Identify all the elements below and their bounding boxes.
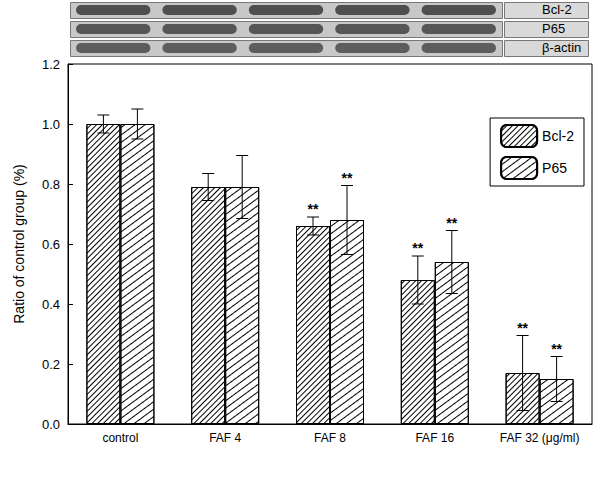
svg-text:1.0: 1.0 (42, 117, 60, 132)
svg-text:FAF 16: FAF 16 (415, 431, 454, 445)
svg-text:**: ** (412, 240, 423, 256)
svg-text:Bcl-2: Bcl-2 (542, 2, 572, 17)
svg-text:0.4: 0.4 (42, 297, 60, 312)
svg-text:**: ** (446, 215, 457, 231)
svg-text:**: ** (308, 201, 319, 217)
svg-text:0.6: 0.6 (42, 237, 60, 252)
svg-text:Ratio of control group (%): Ratio of control group (%) (11, 164, 27, 324)
svg-text:**: ** (551, 341, 562, 357)
svg-text:Bcl-2: Bcl-2 (542, 128, 574, 144)
svg-text:0.2: 0.2 (42, 357, 60, 372)
svg-text:0.0: 0.0 (42, 417, 60, 432)
svg-text:P65: P65 (542, 160, 567, 176)
svg-text:1.2: 1.2 (42, 57, 60, 72)
svg-text:**: ** (517, 320, 528, 336)
svg-text:0.8: 0.8 (42, 177, 60, 192)
svg-text:control: control (102, 431, 138, 445)
svg-text:FAF 4: FAF 4 (209, 431, 241, 445)
svg-text:β-actin: β-actin (542, 40, 581, 55)
svg-text:FAF 8: FAF 8 (314, 431, 346, 445)
svg-text:FAF 32 (μg/ml): FAF 32 (μg/ml) (500, 431, 580, 445)
svg-text:**: ** (342, 170, 353, 186)
svg-text:P65: P65 (542, 21, 565, 36)
